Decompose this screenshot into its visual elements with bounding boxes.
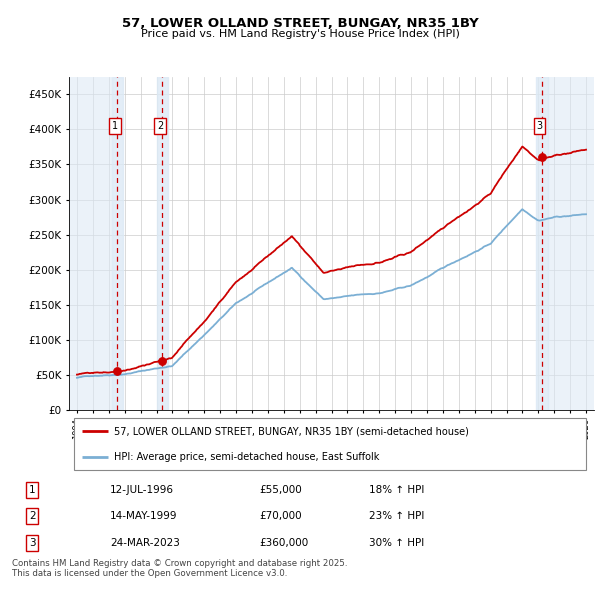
Text: 2: 2 bbox=[29, 512, 35, 521]
Text: 24-MAR-2023: 24-MAR-2023 bbox=[110, 537, 180, 548]
Text: Contains HM Land Registry data © Crown copyright and database right 2025.
This d: Contains HM Land Registry data © Crown c… bbox=[12, 559, 347, 578]
Bar bbox=[157, 77, 168, 410]
Bar bbox=[536, 77, 548, 410]
Text: 3: 3 bbox=[536, 121, 542, 131]
Text: 14-MAY-1999: 14-MAY-1999 bbox=[110, 512, 178, 521]
FancyBboxPatch shape bbox=[74, 418, 586, 470]
Text: 23% ↑ HPI: 23% ↑ HPI bbox=[369, 512, 424, 521]
Text: 12-JUL-1996: 12-JUL-1996 bbox=[110, 485, 174, 495]
Text: 1: 1 bbox=[29, 485, 35, 495]
Text: 57, LOWER OLLAND STREET, BUNGAY, NR35 1BY (semi-detached house): 57, LOWER OLLAND STREET, BUNGAY, NR35 1B… bbox=[113, 426, 469, 436]
Text: Price paid vs. HM Land Registry's House Price Index (HPI): Price paid vs. HM Land Registry's House … bbox=[140, 30, 460, 39]
Text: HPI: Average price, semi-detached house, East Suffolk: HPI: Average price, semi-detached house,… bbox=[113, 452, 379, 462]
Text: 1: 1 bbox=[112, 121, 118, 131]
Text: 3: 3 bbox=[29, 537, 35, 548]
Text: 2: 2 bbox=[157, 121, 163, 131]
Bar bbox=[548, 77, 594, 410]
Text: £55,000: £55,000 bbox=[260, 485, 302, 495]
Text: 18% ↑ HPI: 18% ↑ HPI bbox=[369, 485, 424, 495]
Text: £360,000: £360,000 bbox=[260, 537, 309, 548]
Bar bbox=[69, 77, 112, 410]
Text: 30% ↑ HPI: 30% ↑ HPI bbox=[369, 537, 424, 548]
Text: £70,000: £70,000 bbox=[260, 512, 302, 521]
Text: 57, LOWER OLLAND STREET, BUNGAY, NR35 1BY: 57, LOWER OLLAND STREET, BUNGAY, NR35 1B… bbox=[122, 17, 478, 30]
Bar bbox=[112, 77, 123, 410]
